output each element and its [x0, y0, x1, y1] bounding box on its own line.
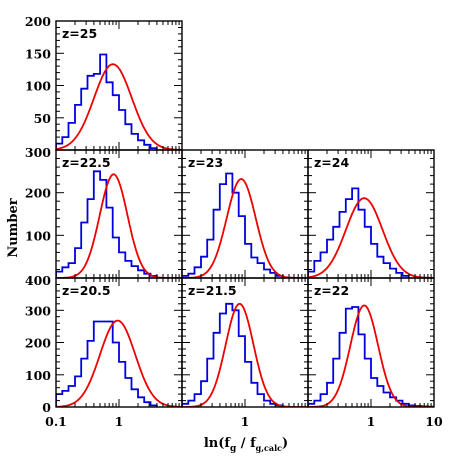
x-tick-label: 10 — [425, 414, 443, 429]
y-tick-label: 200 — [25, 186, 51, 201]
histogram-steps — [308, 306, 434, 407]
panel-z-25: z=25 — [55, 20, 183, 151]
x-axis-label-start: ln(f — [204, 436, 232, 451]
x-tick-label: 1 — [115, 414, 124, 429]
panel-z-23: z=23 — [181, 149, 309, 279]
panel-z-20.5: z=20.5 — [55, 277, 183, 408]
histogram-steps — [308, 187, 410, 278]
y-tick-label: 100 — [25, 228, 51, 243]
gaussian-fit-curve — [56, 319, 182, 407]
panel-label: z=23 — [188, 155, 223, 170]
gaussian-fit-curve — [56, 63, 182, 150]
y-tick-label: 100 — [25, 368, 51, 383]
panel-label: z=20.5 — [62, 283, 111, 298]
y-tick-label: 100 — [25, 79, 51, 94]
gaussian-fit-curve — [308, 197, 434, 278]
histogram-steps — [56, 320, 158, 407]
y-tick-label: 300 — [25, 303, 51, 318]
x-axis-label-mid: / f — [236, 436, 257, 451]
y-tick-label: 150 — [25, 46, 51, 61]
y-tick-label: 200 — [25, 14, 51, 29]
x-tick-label: 1 — [241, 414, 250, 429]
panel-z-22.5: z=22.5 — [55, 149, 183, 279]
y-tick-label: 0 — [42, 400, 51, 415]
x-axis-label-sub2: g,calc — [256, 443, 282, 453]
histogram-steps — [56, 170, 158, 278]
panel-z-21.5: z=21.5 — [181, 277, 309, 408]
x-axis-label-sub1: g — [230, 444, 237, 454]
y-axis-label: Number — [6, 198, 21, 257]
y-tick-label: 400 — [25, 273, 51, 288]
panel-label: z=25 — [62, 26, 97, 41]
y-tick-label: 300 — [25, 145, 51, 160]
panel-z-22: z=22 — [307, 277, 435, 408]
panel-label: z=21.5 — [188, 283, 237, 298]
x-tick-label: 1 — [367, 414, 376, 429]
x-axis-label: ln(fg / fg,calc) — [204, 436, 288, 454]
x-tick-label: 0.1 — [45, 414, 67, 429]
y-tick-label: 200 — [25, 336, 51, 351]
histogram-steps — [182, 172, 284, 278]
gaussian-fit-curve — [182, 178, 308, 278]
panel-z-24: z=24 — [307, 149, 435, 279]
panel-label: z=22.5 — [62, 155, 111, 170]
panel-label: z=24 — [314, 155, 349, 170]
y-tick-label: 50 — [34, 111, 52, 126]
panel-label: z=22 — [314, 283, 349, 298]
x-axis-label-end: ) — [282, 436, 288, 451]
histogram-steps — [182, 302, 284, 407]
